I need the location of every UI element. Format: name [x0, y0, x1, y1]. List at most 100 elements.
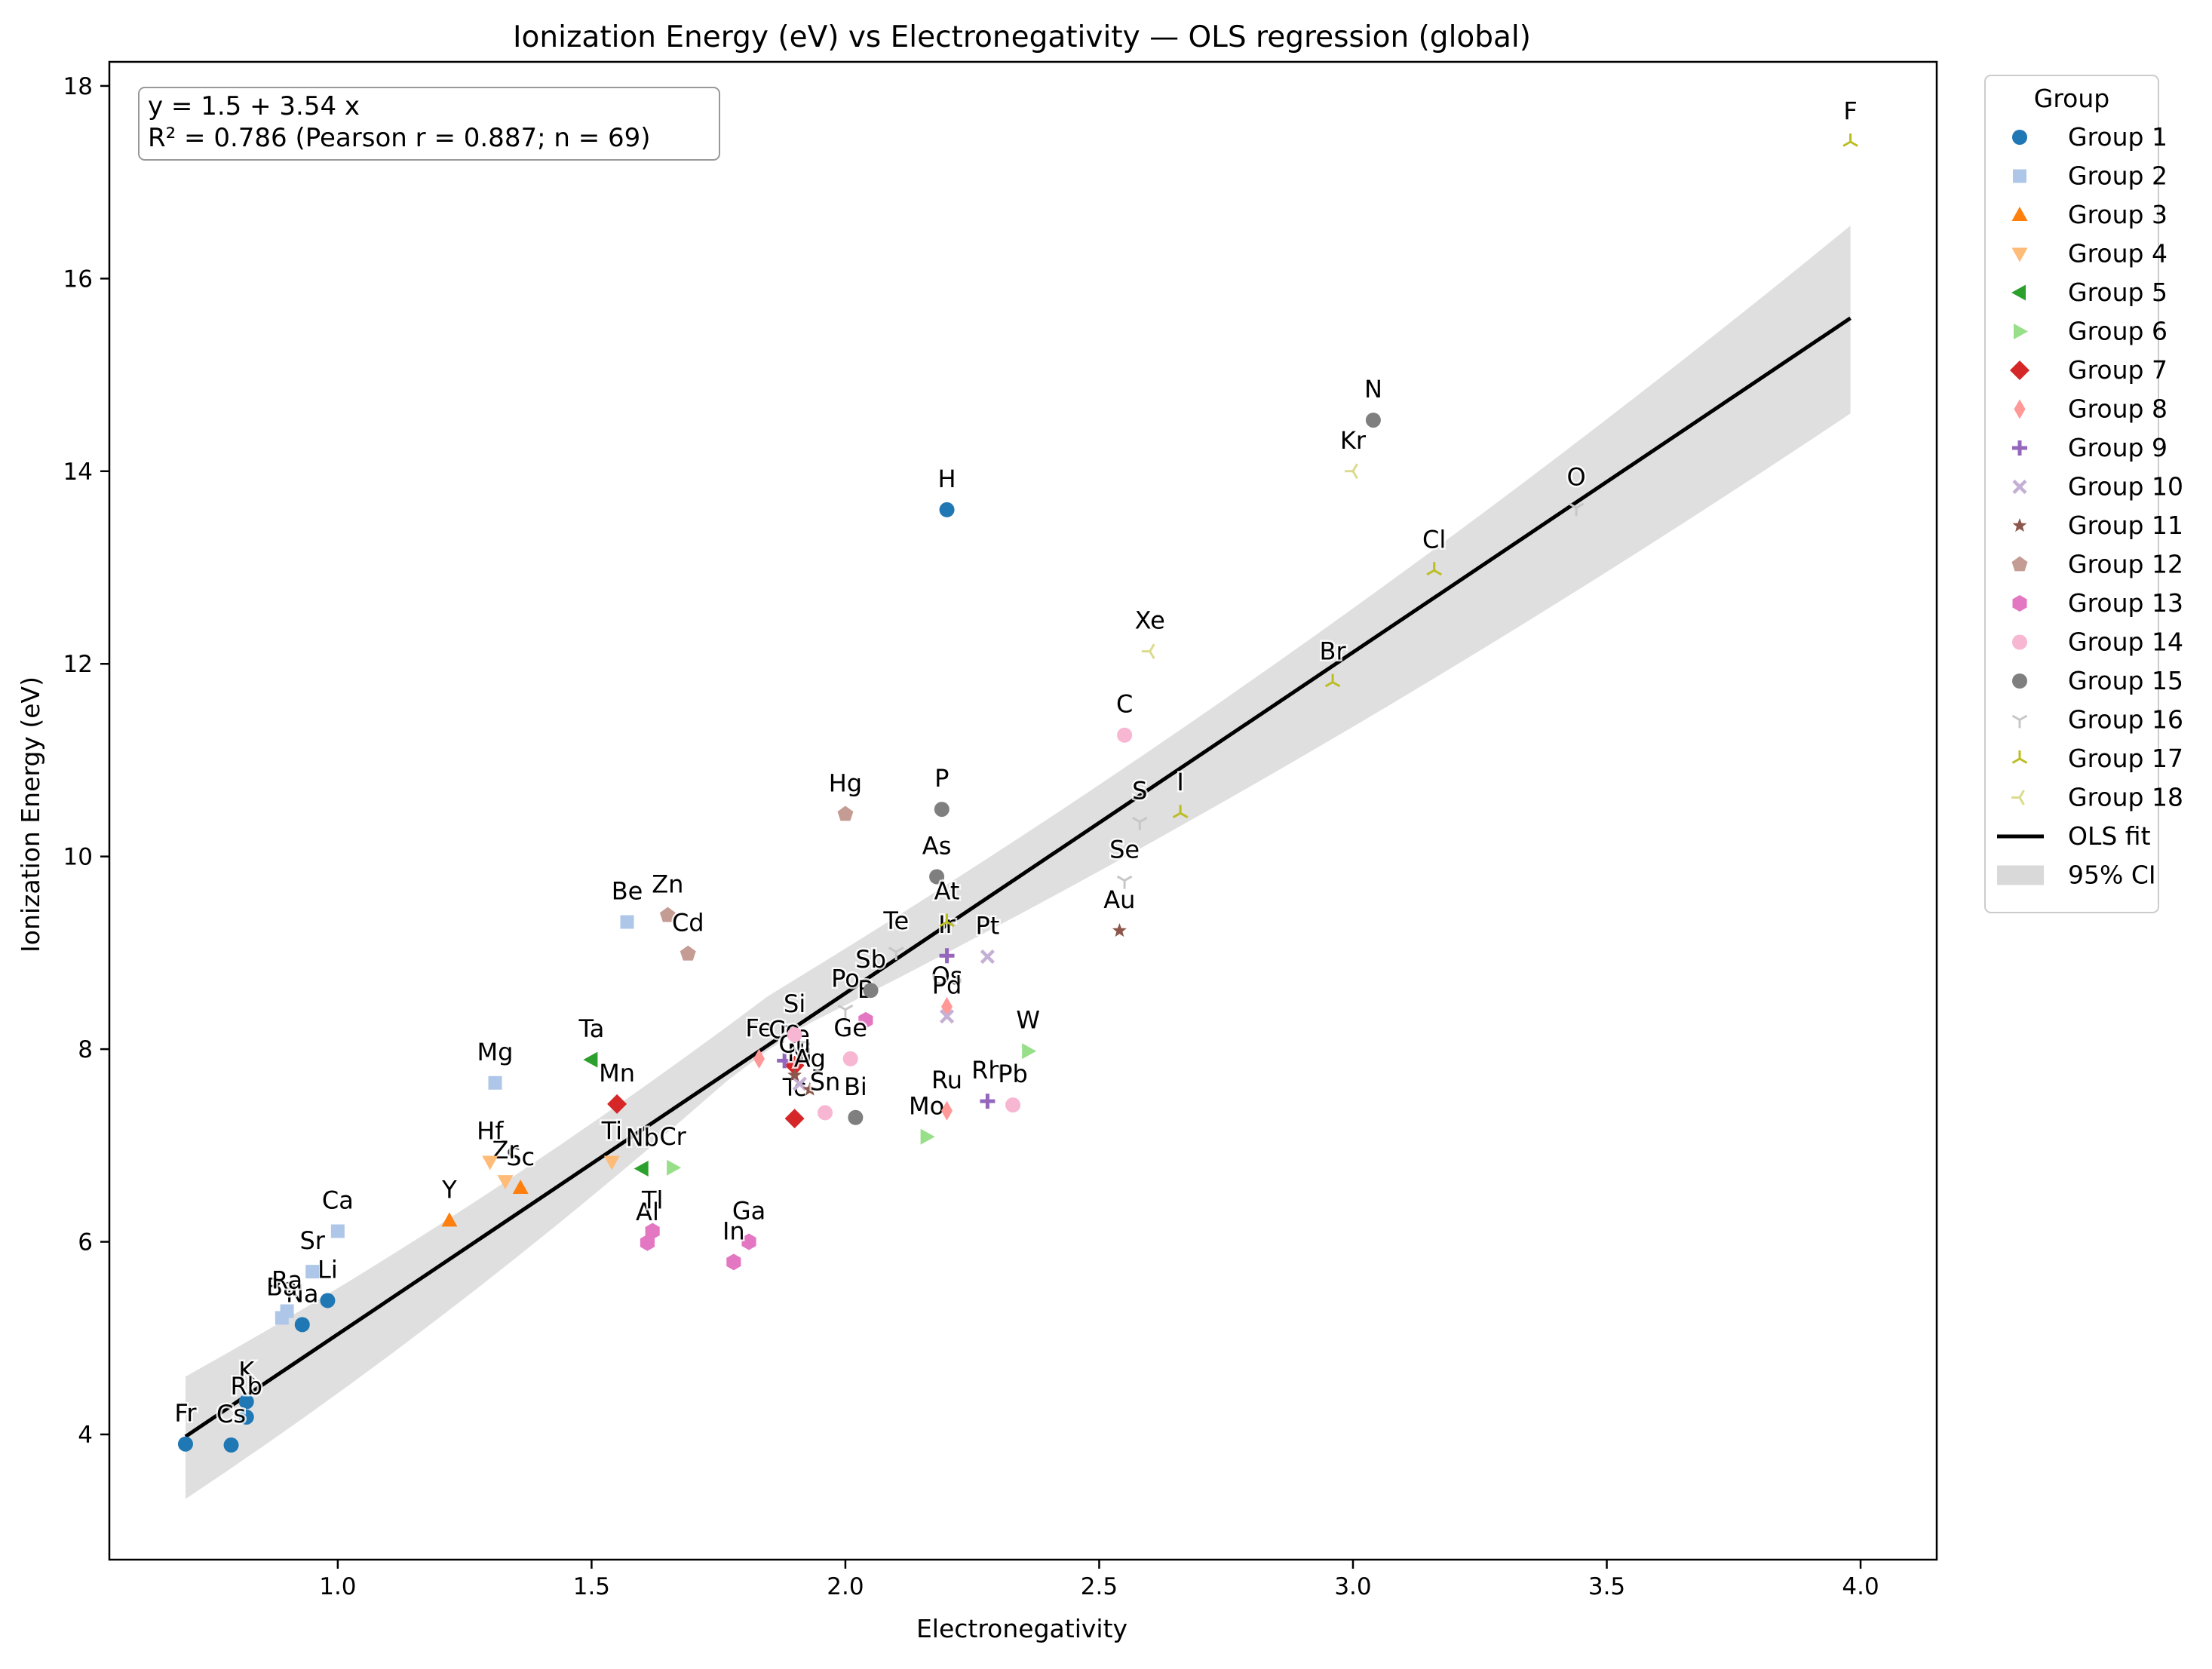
point-label-pt: Pt [975, 911, 999, 940]
legend-label: Group 8 [2068, 394, 2168, 424]
legend-box [1984, 75, 2159, 913]
legend-item-group-4: Group 4 [2011, 239, 2168, 268]
data-point-te [888, 946, 904, 961]
series-group-6: W Mo Cr [658, 1004, 1042, 1176]
data-point-ge [842, 1051, 858, 1066]
legend-label: Group 11 [2068, 511, 2183, 540]
point-label-at: At [934, 877, 960, 906]
legend-marker [2011, 750, 2028, 764]
series-group-12: Zn Cd Hg [650, 767, 864, 961]
legend-marker [2012, 518, 2027, 532]
legend-label: Group 2 [2068, 161, 2168, 191]
series-group-14: C Si Ge Sn Pb [782, 688, 1135, 1121]
point-label-c: C [1116, 690, 1133, 719]
data-point-h [939, 502, 955, 517]
legend-marker [2011, 714, 2028, 729]
point-label-br: Br [1320, 637, 1347, 665]
legend-marker [2011, 207, 2028, 221]
legend-item-group-16: Group 16 [2011, 705, 2183, 735]
point-label-p: P [934, 764, 949, 793]
legend-marker [2011, 790, 2025, 805]
ols-fit-line [184, 316, 1852, 1438]
legend-marker [2012, 595, 2027, 612]
legend-label: Group 14 [2068, 627, 2183, 657]
data-point-tl [645, 1223, 660, 1240]
point-label-se: Se [1109, 836, 1140, 864]
point-label-as: As [922, 831, 952, 860]
point-label-ni: Ni [787, 1039, 812, 1067]
legend-patch [1997, 865, 2044, 885]
legend-marker [2012, 440, 2027, 456]
data-point-at [939, 913, 955, 928]
data-point-cd [680, 945, 696, 961]
point-label-sc: Sc [506, 1143, 535, 1171]
point-label-ru: Ru [931, 1066, 962, 1094]
point-label-li: Li [318, 1255, 338, 1284]
legend-label: Group 4 [2068, 239, 2168, 268]
series-group-8: Fe Ru Os [744, 959, 965, 1121]
point-label-f: F [1843, 97, 1857, 125]
legend-marker [2011, 284, 2026, 301]
point-label-fe: Fe [745, 1014, 772, 1042]
point-label-fr: Fr [174, 1399, 197, 1428]
data-point-au [1112, 923, 1127, 937]
point-label-sb: Sb [855, 945, 886, 974]
y-tick-label: 14 [63, 459, 93, 486]
legend-label: Group 15 [2068, 666, 2183, 695]
x-tick-label: 3.5 [1588, 1573, 1625, 1600]
data-point-pd [939, 1009, 955, 1024]
data-point-ga [741, 1233, 756, 1250]
point-label-ca: Ca [322, 1186, 354, 1214]
y-tick-label: 6 [78, 1229, 93, 1256]
point-label-bi: Bi [844, 1072, 867, 1101]
series-group-18: Kr Xe [1133, 424, 1368, 659]
data-point-sn [818, 1105, 833, 1121]
legend-marker [2011, 556, 2028, 572]
chart-title: Ionization Energy (eV) vs Electronegativ… [513, 20, 1531, 54]
legend-marker [2013, 169, 2026, 183]
point-label-ta: Ta [578, 1014, 604, 1043]
legend-item-group-15: Group 15 [2012, 666, 2183, 695]
point-label-po: Po [831, 965, 860, 993]
y-tick-label: 16 [63, 265, 93, 293]
data-point-b [858, 1011, 873, 1029]
legend-label: Group 18 [2068, 783, 2183, 812]
legend-label: Group 7 [2068, 355, 2168, 385]
point-label-zn: Zn [652, 870, 683, 899]
x-tick-label: 3.0 [1334, 1573, 1371, 1600]
point-label-k: K [238, 1357, 255, 1385]
legend-label: Group 17 [2068, 744, 2183, 773]
data-point-fe [753, 1048, 765, 1069]
data-point-pt [980, 949, 995, 965]
data-point-po [837, 1004, 854, 1018]
data-point-in [726, 1253, 741, 1271]
point-label-cs: Cs [216, 1400, 246, 1428]
point-label-sr: Sr [299, 1226, 325, 1255]
data-point-c [1117, 727, 1133, 743]
legend-item-group-14: Group 14 [2012, 627, 2183, 657]
data-point-ca [330, 1224, 345, 1238]
data-point-bi [848, 1109, 864, 1125]
y-tick-label: 8 [78, 1036, 93, 1063]
data-point-nb [634, 1161, 649, 1177]
data-point-hf [482, 1155, 499, 1170]
point-label-al: Al [636, 1198, 659, 1226]
data-point-li [320, 1293, 336, 1309]
data-point-ir [939, 948, 955, 964]
data-point-pb [1005, 1097, 1021, 1113]
legend-marker [2012, 130, 2027, 145]
legend-label: Group 5 [2068, 278, 2168, 307]
legend-item-group-17: Group 17 [2011, 744, 2183, 773]
point-label-au: Au [1103, 885, 1135, 914]
x-axis-label: Electronegativity [916, 1614, 1127, 1643]
data-point-p [934, 802, 950, 818]
data-point-cl [1426, 562, 1442, 576]
point-label-ba: Ba [266, 1272, 298, 1301]
legend-label: Group 6 [2068, 317, 2168, 346]
point-label-be: Be [612, 877, 643, 906]
annotation-box [138, 87, 720, 161]
point-label-y: Y [441, 1175, 457, 1204]
data-point-ru [941, 1100, 953, 1121]
